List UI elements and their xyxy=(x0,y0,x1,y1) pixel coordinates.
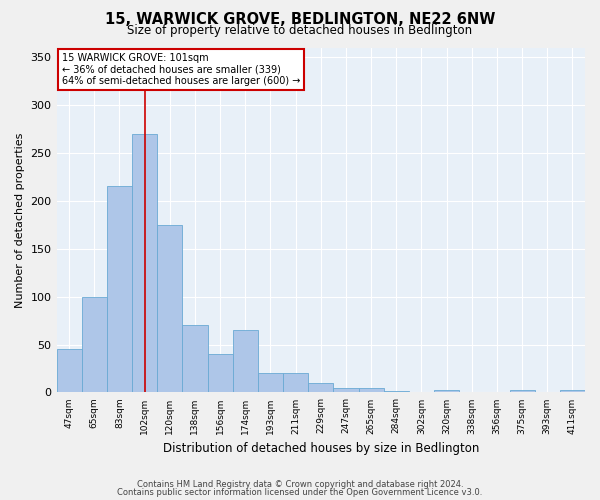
Bar xyxy=(208,354,233,393)
Text: Size of property relative to detached houses in Bedlington: Size of property relative to detached ho… xyxy=(127,24,473,37)
Bar xyxy=(107,186,132,392)
Bar xyxy=(359,388,383,392)
Bar xyxy=(258,374,283,392)
Bar xyxy=(132,134,157,392)
Y-axis label: Number of detached properties: Number of detached properties xyxy=(15,132,25,308)
Text: Contains HM Land Registry data © Crown copyright and database right 2024.: Contains HM Land Registry data © Crown c… xyxy=(137,480,463,489)
Bar xyxy=(157,225,182,392)
Bar xyxy=(82,296,107,392)
X-axis label: Distribution of detached houses by size in Bedlington: Distribution of detached houses by size … xyxy=(163,442,479,455)
Bar xyxy=(308,383,334,392)
Text: Contains public sector information licensed under the Open Government Licence v3: Contains public sector information licen… xyxy=(118,488,482,497)
Bar xyxy=(509,390,535,392)
Bar xyxy=(182,326,208,392)
Bar xyxy=(283,374,308,392)
Text: 15 WARWICK GROVE: 101sqm
← 36% of detached houses are smaller (339)
64% of semi-: 15 WARWICK GROVE: 101sqm ← 36% of detach… xyxy=(62,52,300,86)
Bar xyxy=(233,330,258,392)
Bar xyxy=(56,350,82,393)
Text: 15, WARWICK GROVE, BEDLINGTON, NE22 6NW: 15, WARWICK GROVE, BEDLINGTON, NE22 6NW xyxy=(105,12,495,28)
Bar xyxy=(434,390,459,392)
Bar xyxy=(334,388,359,392)
Bar xyxy=(560,390,585,392)
